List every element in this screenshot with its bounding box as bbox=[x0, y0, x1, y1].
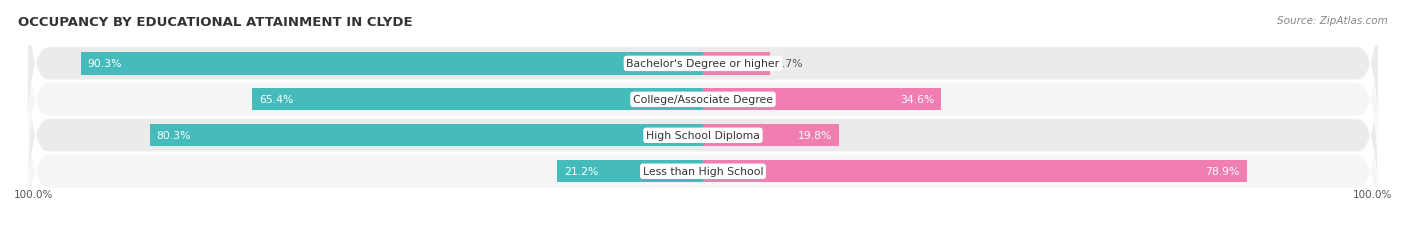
Bar bbox=[82, 53, 703, 75]
Bar bbox=[150, 125, 703, 147]
Text: 100.0%: 100.0% bbox=[14, 189, 53, 199]
Text: 100.0%: 100.0% bbox=[1353, 189, 1392, 199]
Text: Bachelor's Degree or higher: Bachelor's Degree or higher bbox=[627, 59, 779, 69]
Text: High School Diploma: High School Diploma bbox=[647, 131, 759, 141]
Text: 21.2%: 21.2% bbox=[564, 167, 598, 176]
FancyBboxPatch shape bbox=[28, 81, 1378, 231]
Bar bbox=[703, 89, 942, 111]
Text: 80.3%: 80.3% bbox=[156, 131, 191, 141]
Bar bbox=[253, 89, 703, 111]
FancyBboxPatch shape bbox=[28, 45, 1378, 227]
FancyBboxPatch shape bbox=[28, 9, 1378, 191]
Text: Source: ZipAtlas.com: Source: ZipAtlas.com bbox=[1277, 16, 1388, 26]
FancyBboxPatch shape bbox=[28, 0, 1378, 155]
Text: 19.8%: 19.8% bbox=[799, 131, 832, 141]
Text: OCCUPANCY BY EDUCATIONAL ATTAINMENT IN CLYDE: OCCUPANCY BY EDUCATIONAL ATTAINMENT IN C… bbox=[18, 16, 413, 29]
Text: 9.7%: 9.7% bbox=[775, 59, 803, 69]
Bar bbox=[703, 53, 770, 75]
Text: College/Associate Degree: College/Associate Degree bbox=[633, 95, 773, 105]
Text: 34.6%: 34.6% bbox=[900, 95, 935, 105]
Bar bbox=[703, 125, 839, 147]
Text: Less than High School: Less than High School bbox=[643, 167, 763, 176]
Text: 78.9%: 78.9% bbox=[1205, 167, 1240, 176]
Text: 65.4%: 65.4% bbox=[259, 95, 294, 105]
Bar bbox=[703, 160, 1247, 183]
Bar bbox=[557, 160, 703, 183]
Text: 90.3%: 90.3% bbox=[87, 59, 122, 69]
